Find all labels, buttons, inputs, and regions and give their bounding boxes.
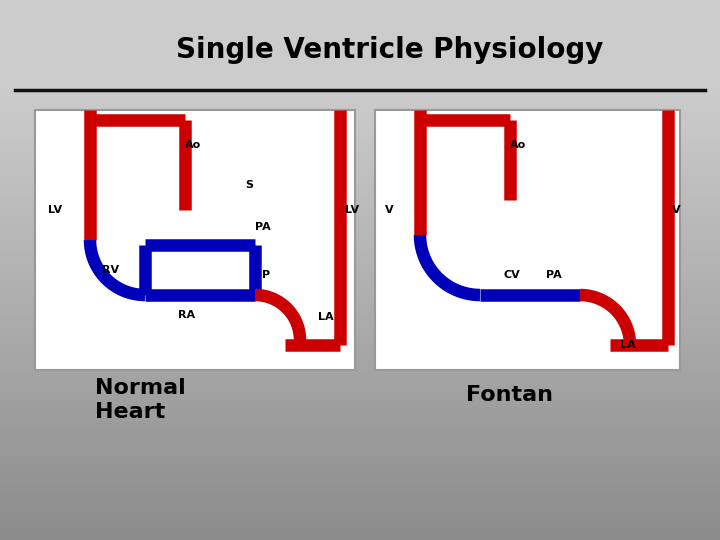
Text: LA: LA bbox=[318, 312, 333, 322]
Text: PA: PA bbox=[546, 270, 562, 280]
Text: S: S bbox=[245, 180, 253, 190]
Text: LV: LV bbox=[48, 205, 62, 215]
Text: P: P bbox=[262, 270, 270, 280]
Text: Single Ventricle Physiology: Single Ventricle Physiology bbox=[176, 36, 603, 64]
Text: V: V bbox=[385, 205, 394, 215]
Text: V: V bbox=[672, 205, 680, 215]
FancyBboxPatch shape bbox=[375, 110, 680, 370]
FancyBboxPatch shape bbox=[0, 0, 720, 90]
Text: CV: CV bbox=[503, 270, 520, 280]
Text: LA: LA bbox=[620, 340, 636, 350]
Text: RV: RV bbox=[102, 265, 119, 275]
Text: LV: LV bbox=[345, 205, 359, 215]
Text: Ao: Ao bbox=[510, 140, 526, 150]
Text: Normal
Heart: Normal Heart bbox=[94, 377, 185, 422]
Text: Ao: Ao bbox=[185, 140, 202, 150]
Text: PA: PA bbox=[255, 222, 271, 232]
FancyBboxPatch shape bbox=[35, 110, 355, 370]
Text: RA: RA bbox=[178, 310, 195, 320]
Text: Fontan: Fontan bbox=[467, 385, 554, 405]
